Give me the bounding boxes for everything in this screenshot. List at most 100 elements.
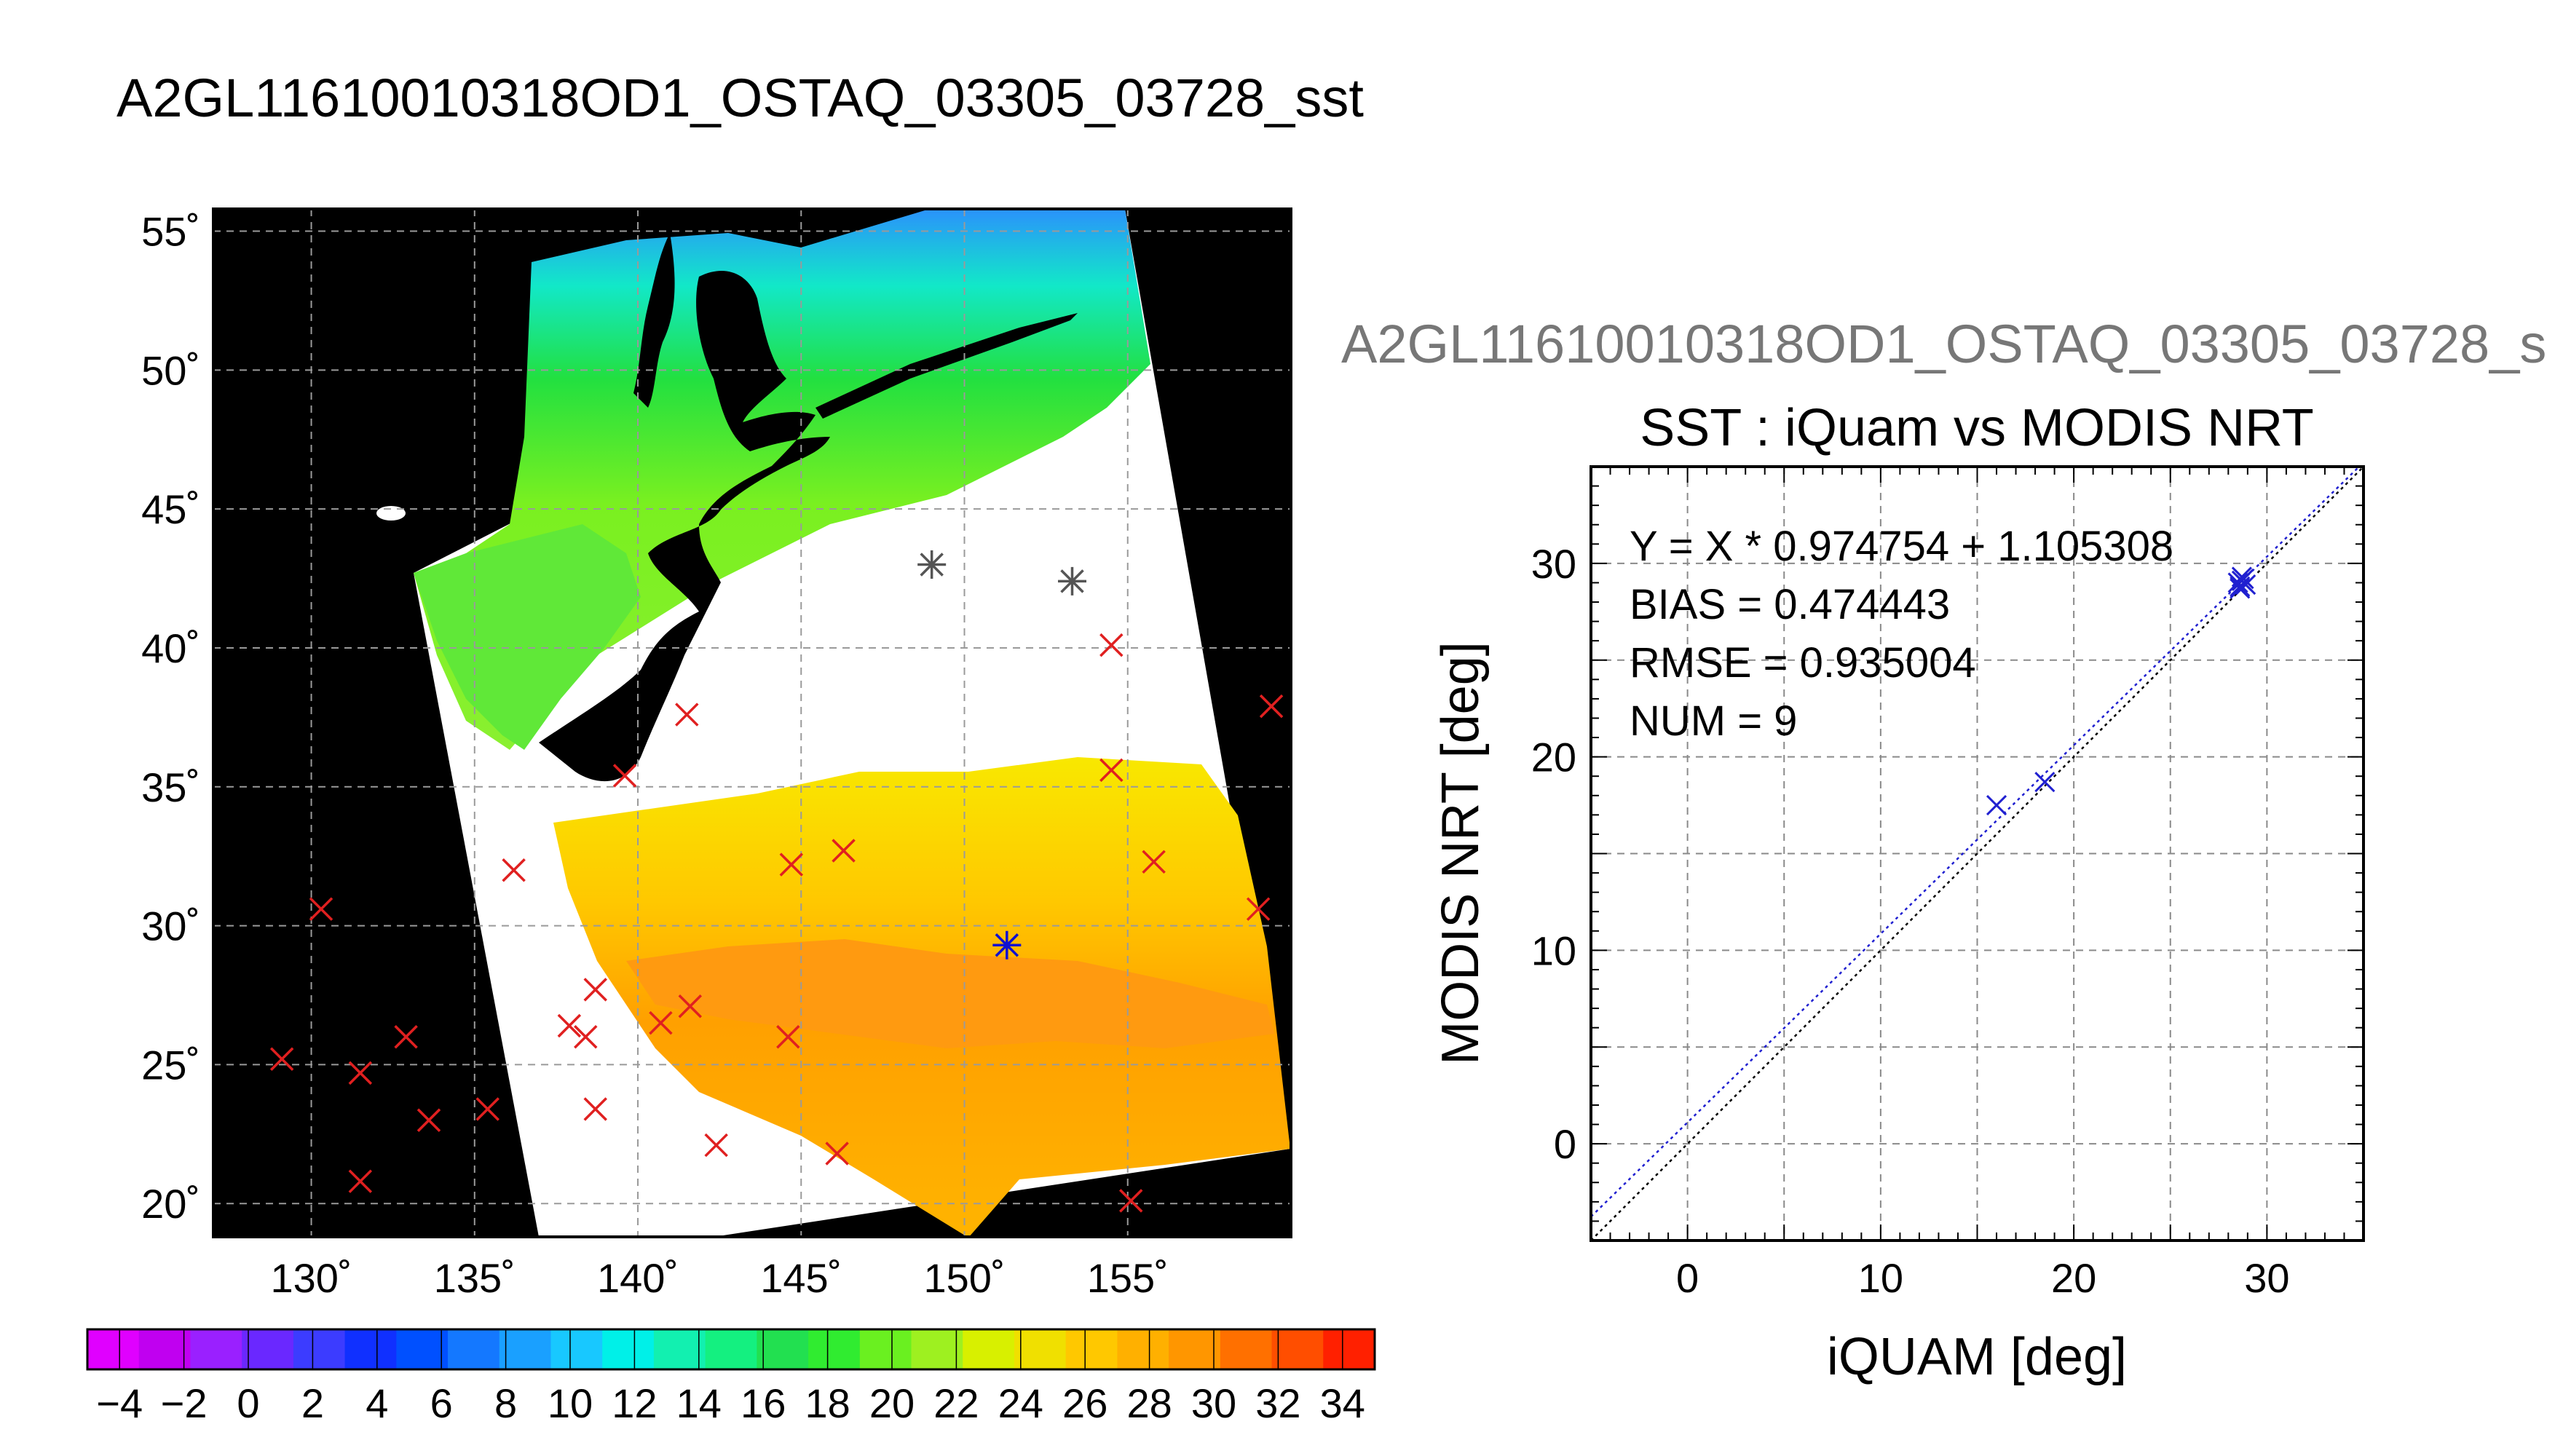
scatter-annotation: Y = X * 0.974754 + 1.105308 xyxy=(1630,523,2173,570)
map-marker-x xyxy=(1099,633,1124,657)
map-marker-star xyxy=(992,930,1022,960)
scatter-annotation: BIAS = 0.474443 xyxy=(1630,581,1950,628)
scatter-point xyxy=(1986,795,2007,816)
map-marker-x xyxy=(704,1133,728,1158)
colorbar-tick-label: 20 xyxy=(869,1380,915,1426)
map-x-tick-label: 155˚ xyxy=(1087,1255,1169,1301)
map-marker-x xyxy=(779,852,804,877)
colorbar-bin xyxy=(1323,1329,1375,1369)
map-marker-x xyxy=(269,1047,294,1071)
map-marker-star xyxy=(1058,566,1087,596)
colorbar-bin xyxy=(757,1329,809,1369)
map-markers xyxy=(269,550,1284,1213)
map-y-tick-label: 45˚ xyxy=(141,486,200,532)
map-y-tick-label: 20˚ xyxy=(141,1181,200,1227)
colorbar-frame xyxy=(86,1328,1376,1371)
colorbar-tick-label: 2 xyxy=(301,1380,324,1426)
scatter-annotation: RMSE = 0.935004 xyxy=(1630,639,1976,687)
secondary-title: A2GL11610010318OD1_OSTAQ_03305_03728_s xyxy=(1341,314,2547,374)
map-marker-x xyxy=(675,703,699,727)
map-y-tick-label: 30˚ xyxy=(141,903,200,949)
colorbar-tick-label: 22 xyxy=(933,1380,979,1426)
map-x-ticks: 130˚ 135˚ 140˚ 145˚ 150˚ 155˚ xyxy=(270,1255,1168,1301)
colorbar-ticks: −4 −2 0 2 4 6 8 10 12 14 16 18 20 22 24 26 28 30 32 34 xyxy=(96,1329,1365,1426)
sst-japan-sea xyxy=(414,524,641,750)
scatter-points xyxy=(1986,566,2256,816)
scatter-title: SST : iQuam vs MODIS NRT xyxy=(1640,399,2314,457)
colorbar-tick-label: −4 xyxy=(96,1380,143,1426)
colorbar-tick-label: 32 xyxy=(1255,1380,1300,1426)
scatter-ticks: 0 10 20 30 0 10 20 30 xyxy=(1531,466,2364,1301)
land-island xyxy=(376,506,406,521)
colorbar-tick-label: 8 xyxy=(494,1380,517,1426)
map-grid xyxy=(213,209,1291,1237)
colorbar-bin xyxy=(190,1329,242,1369)
map-marker-x xyxy=(557,1013,582,1038)
map-marker-x xyxy=(348,1061,373,1085)
scatter-annotations: Y = X * 0.974754 + 1.105308 BIAS = 0.4744… xyxy=(1630,523,2173,745)
map-x-tick-label: 130˚ xyxy=(270,1255,352,1301)
scatter-x-tick-label: 0 xyxy=(1676,1255,1699,1301)
scatter-y-tick-label: 20 xyxy=(1531,735,1576,780)
colorbar-bin xyxy=(242,1329,294,1369)
map-marker-x xyxy=(832,839,856,863)
colorbar-tick-label: 34 xyxy=(1320,1380,1365,1426)
colorbar-tick-label: 18 xyxy=(805,1380,850,1426)
colorbar-bin xyxy=(1169,1329,1221,1369)
land-kurils xyxy=(816,313,1078,419)
map-marker-x xyxy=(649,1010,673,1035)
colorbar-bin xyxy=(653,1329,706,1369)
land-sakhalin xyxy=(633,233,675,408)
colorbar-bins xyxy=(87,1329,1375,1369)
scatter-ylabel: MODIS NRT [deg] xyxy=(1431,641,1490,1065)
scatter-plot: SST : iQuam vs MODIS NRT Y = X * 0.97475… xyxy=(1431,399,2365,1386)
map-marker-x xyxy=(416,1108,441,1132)
map-y-tick-label: 40˚ xyxy=(141,625,200,671)
colorbar-bin xyxy=(808,1329,861,1369)
scatter-y-tick-label: 0 xyxy=(1554,1121,1576,1167)
colorbar-bin xyxy=(138,1329,191,1369)
colorbar-tick-label: 12 xyxy=(612,1380,657,1426)
colorbar-tick-label: 10 xyxy=(548,1380,593,1426)
map-x-tick-label: 135˚ xyxy=(434,1255,516,1301)
map-x-tick-label: 140˚ xyxy=(597,1255,679,1301)
colorbar-bin xyxy=(1117,1329,1169,1369)
map-y-ticks: 20˚ 25˚ 30˚ 35˚ 40˚ 45˚ 50˚ 55˚ xyxy=(141,209,200,1227)
map-marker-star xyxy=(917,550,947,579)
map-marker-x xyxy=(678,994,703,1018)
colorbar-tick-label: 14 xyxy=(676,1380,722,1426)
colorbar-bin xyxy=(448,1329,500,1369)
map-marker-x xyxy=(825,1142,849,1166)
map-marker-x xyxy=(1119,1189,1143,1213)
scatter-grid xyxy=(1591,467,2364,1241)
colorbar-bin xyxy=(705,1329,757,1369)
colorbar-bin xyxy=(911,1329,963,1369)
scatter-x-tick-label: 10 xyxy=(1858,1255,1903,1301)
sst-south-warm-core xyxy=(626,939,1274,1048)
scatter-point xyxy=(2227,572,2248,593)
map-marker-x xyxy=(583,978,607,1002)
map-marker-x xyxy=(612,764,637,788)
scatter-y-tick-label: 10 xyxy=(1531,927,1576,973)
colorbar: −4 −2 0 2 4 6 8 10 12 14 16 18 20 22 24 26 28 30 32 34 xyxy=(86,1328,1376,1426)
map-y-tick-label: 55˚ xyxy=(141,209,200,255)
colorbar-bin xyxy=(1065,1329,1118,1369)
map-marker-x xyxy=(309,897,333,921)
colorbar-tick-label: −2 xyxy=(161,1380,208,1426)
sst-map: 130˚ 135˚ 140˚ 145˚ 150˚ 155˚ 20˚ 25˚ 30˚ 35˚ 40˚… xyxy=(141,207,1292,1301)
map-marker-x xyxy=(502,858,526,882)
colorbar-bin xyxy=(963,1329,1015,1369)
map-y-tick-label: 25˚ xyxy=(141,1042,200,1088)
land-japan xyxy=(539,270,830,782)
colorbar-bin xyxy=(859,1329,912,1369)
colorbar-bin xyxy=(499,1329,551,1369)
scatter-xlabel: iQUAM [deg] xyxy=(1827,1328,2127,1386)
map-marker-x xyxy=(776,1024,800,1049)
colorbar-bin xyxy=(344,1329,397,1369)
scatter-point xyxy=(2230,578,2251,599)
map-marker-x xyxy=(583,1097,607,1121)
colorbar-tick-label: 26 xyxy=(1062,1380,1107,1426)
colorbar-tick-label: 4 xyxy=(366,1380,388,1426)
colorbar-bin xyxy=(550,1329,603,1369)
